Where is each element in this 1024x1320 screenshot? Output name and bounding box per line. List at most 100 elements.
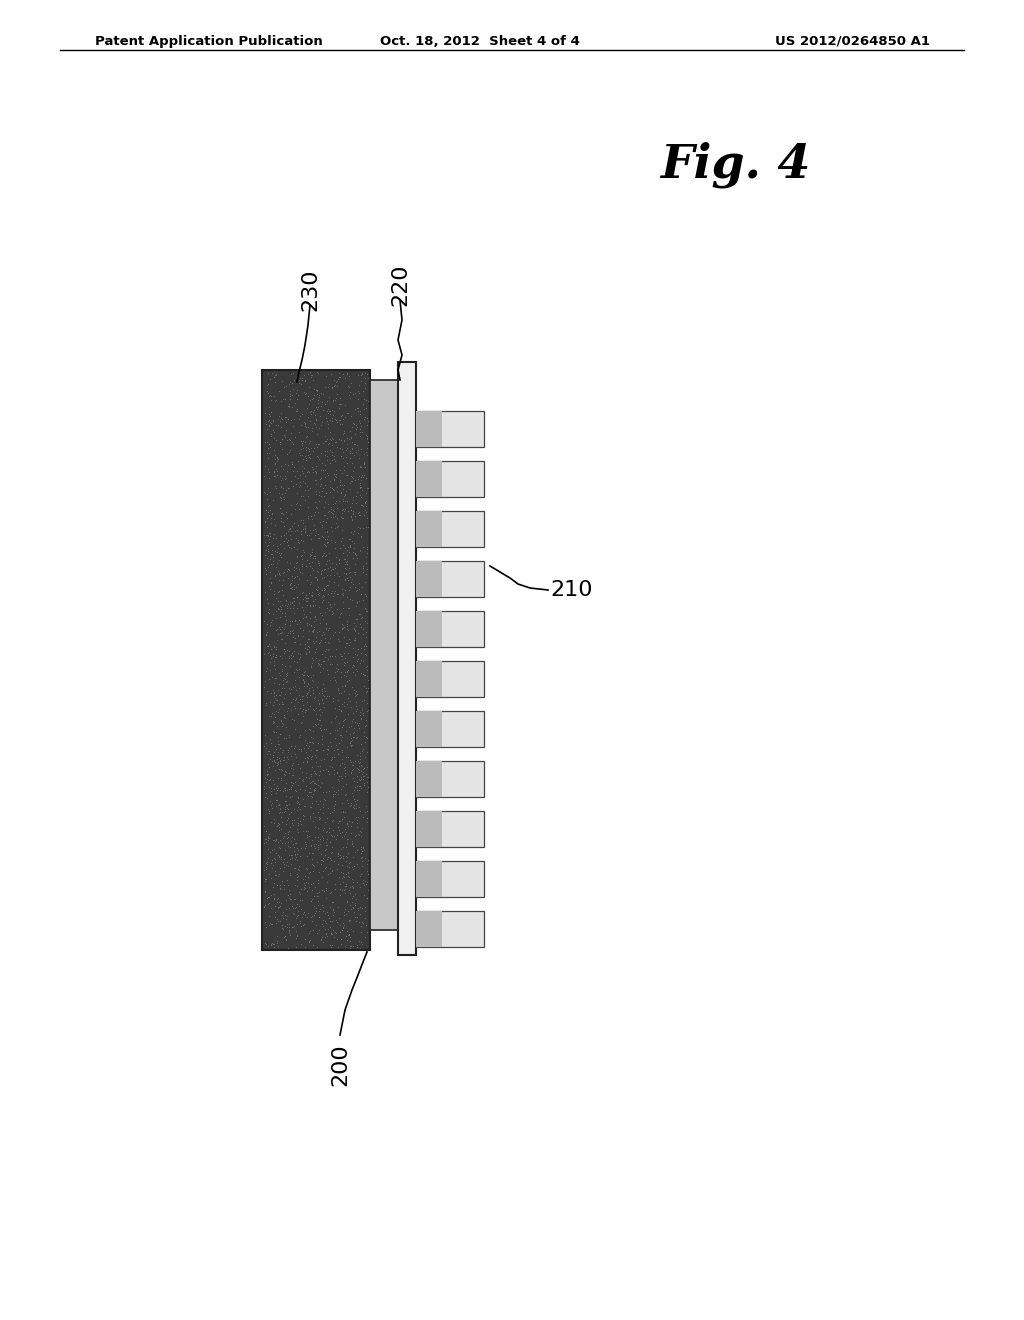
Point xyxy=(351,742,368,763)
Point xyxy=(342,561,358,582)
Point xyxy=(282,519,298,540)
Point xyxy=(349,661,366,682)
Point xyxy=(261,409,278,430)
Point xyxy=(272,846,289,867)
Point xyxy=(344,754,360,775)
Point xyxy=(336,915,352,936)
Point xyxy=(274,585,291,606)
Point xyxy=(259,825,275,846)
Point xyxy=(288,908,304,929)
Point xyxy=(338,874,354,895)
Point xyxy=(264,840,281,861)
Point xyxy=(306,902,323,923)
Point xyxy=(345,878,361,899)
Point xyxy=(285,814,301,836)
Point xyxy=(311,417,328,438)
Point xyxy=(263,572,280,593)
Point xyxy=(304,388,321,409)
Point xyxy=(318,528,335,549)
Point xyxy=(290,643,306,664)
Point xyxy=(291,442,307,463)
Point xyxy=(293,837,309,858)
Point xyxy=(339,789,355,810)
Point xyxy=(344,569,360,590)
Point xyxy=(312,705,329,726)
Point xyxy=(268,389,285,411)
Point xyxy=(283,503,299,524)
Point xyxy=(304,585,321,606)
Point xyxy=(295,752,311,774)
Point xyxy=(270,747,287,768)
Point xyxy=(319,414,336,436)
Point xyxy=(348,417,365,438)
Point xyxy=(358,543,375,564)
Point xyxy=(318,430,335,451)
Point xyxy=(337,784,353,805)
Point xyxy=(305,842,322,863)
Point xyxy=(324,841,340,862)
Point xyxy=(325,494,341,515)
Point xyxy=(261,568,278,589)
Point xyxy=(318,521,335,543)
Point xyxy=(333,766,349,787)
Point xyxy=(335,776,351,797)
Point xyxy=(283,830,299,851)
Point xyxy=(287,780,303,801)
Point xyxy=(275,705,292,726)
Point xyxy=(317,880,334,902)
Point xyxy=(288,392,304,413)
Point xyxy=(282,725,298,746)
Point xyxy=(359,742,376,763)
Point xyxy=(349,698,366,719)
Point xyxy=(344,857,360,878)
Point xyxy=(336,904,352,925)
Point xyxy=(267,556,284,577)
Point xyxy=(339,540,355,561)
Point xyxy=(307,566,324,587)
Point xyxy=(336,818,352,840)
Point xyxy=(335,363,351,384)
Point xyxy=(339,491,355,512)
Point xyxy=(351,578,368,599)
Point xyxy=(321,374,337,395)
Point xyxy=(290,788,306,809)
Point xyxy=(297,607,313,628)
Point xyxy=(267,829,284,850)
Point xyxy=(348,825,365,846)
Point xyxy=(337,756,353,777)
Point xyxy=(276,874,293,895)
Point xyxy=(272,595,289,616)
Point xyxy=(258,787,274,808)
Point xyxy=(351,381,368,403)
Point xyxy=(279,550,295,572)
Point xyxy=(268,619,285,640)
Point xyxy=(333,801,349,822)
Point xyxy=(265,682,282,704)
Point xyxy=(268,865,285,886)
Point xyxy=(312,562,329,583)
Point xyxy=(327,921,343,942)
Point xyxy=(337,675,353,696)
Point xyxy=(339,891,355,912)
Point xyxy=(306,470,323,491)
Point xyxy=(280,808,296,829)
Point xyxy=(282,393,298,414)
Point xyxy=(348,644,365,665)
Point xyxy=(304,854,321,875)
Point xyxy=(280,739,296,760)
Point xyxy=(311,653,328,675)
Point xyxy=(303,796,319,817)
Point xyxy=(274,408,291,429)
Point xyxy=(329,372,345,393)
Point xyxy=(276,603,293,624)
Point xyxy=(331,631,347,652)
Point xyxy=(261,467,278,488)
Point xyxy=(348,797,365,818)
Point xyxy=(342,723,358,744)
Point xyxy=(347,680,364,701)
Point xyxy=(264,793,281,814)
Point xyxy=(345,413,361,434)
Point xyxy=(345,871,361,892)
Point xyxy=(286,809,302,830)
Point xyxy=(327,450,343,471)
